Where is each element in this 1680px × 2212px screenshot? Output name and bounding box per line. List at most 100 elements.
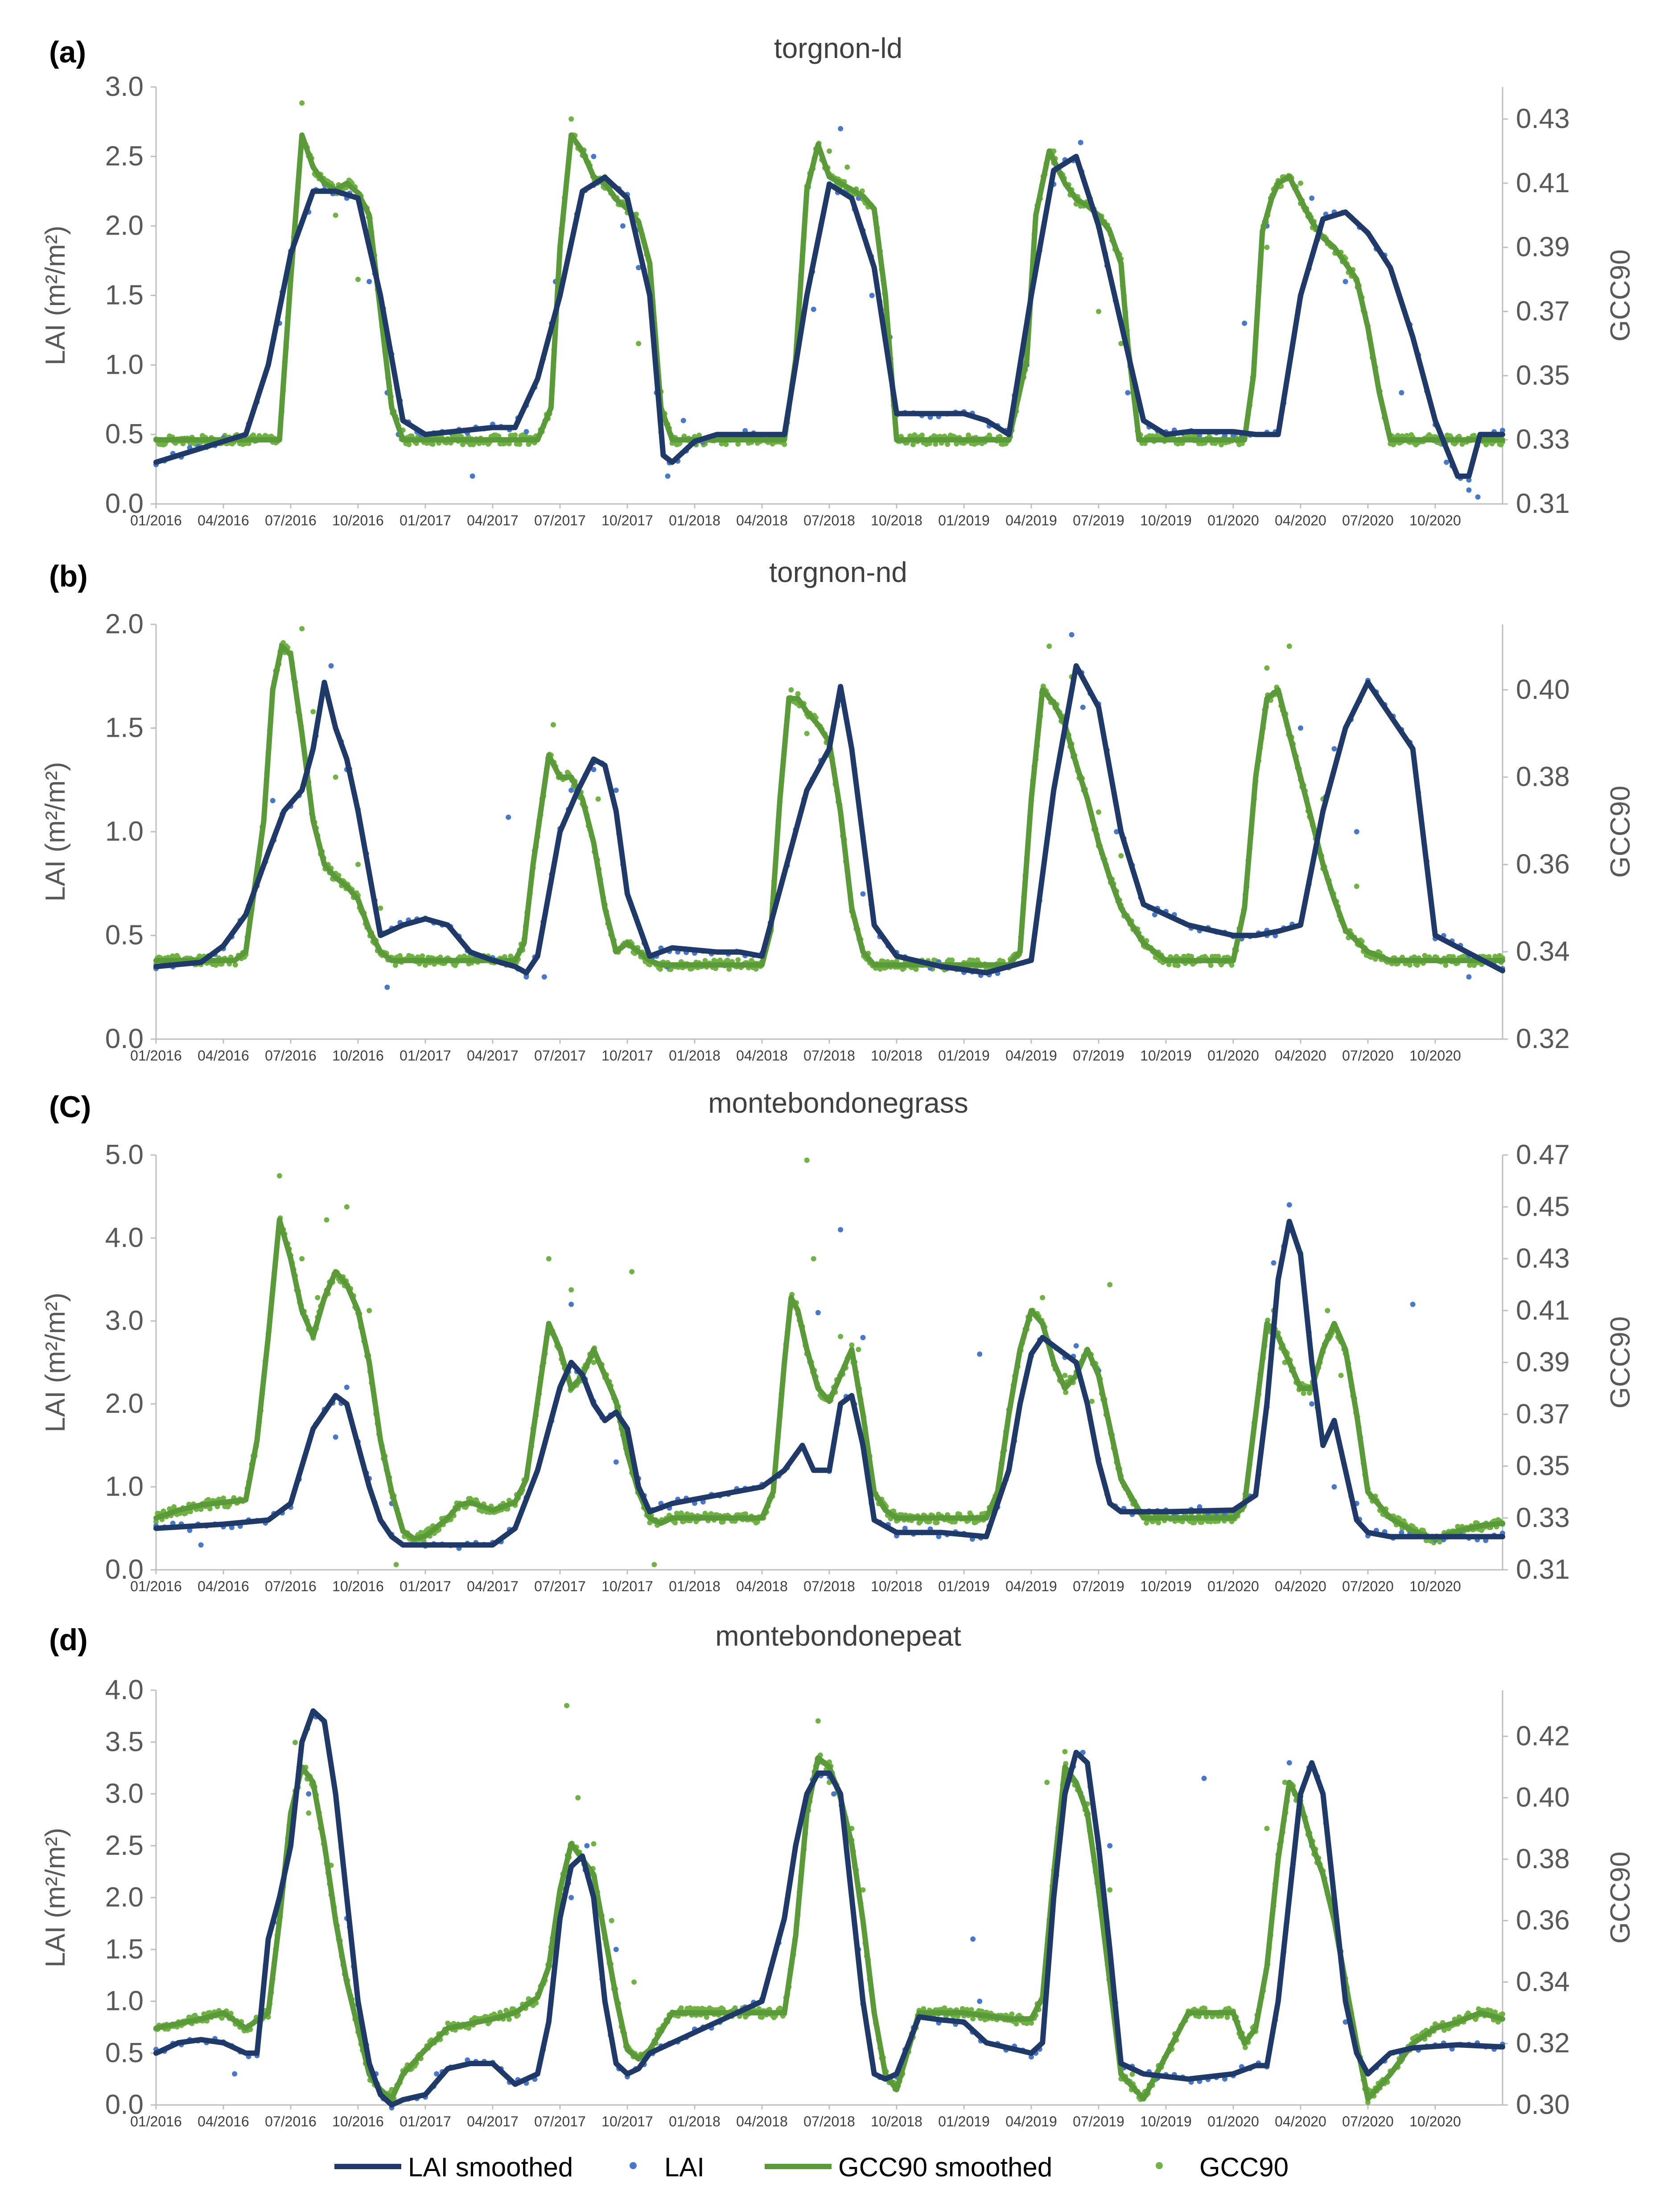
- panel-d-gcc90-point: [292, 1740, 298, 1746]
- panel-a-x-tick-label: 10/2018: [871, 512, 922, 528]
- panel-c-gcc90-point: [629, 1269, 635, 1275]
- panel-d-x-tick-label: 07/2020: [1342, 2113, 1394, 2129]
- panel-d-gcc90-point: [815, 1718, 821, 1724]
- panel-a-gcc90-point: [827, 148, 832, 154]
- panel-d-gcc90-point: [1044, 1779, 1050, 1785]
- panel-c-x-tick-label: 10/2020: [1409, 1578, 1461, 1594]
- panel-c-lai-point: [977, 1351, 983, 1357]
- panel-d-x-tick-label: 07/2018: [803, 2113, 855, 2129]
- panel-b-gcc90-point: [333, 774, 338, 780]
- panel-a-lai-point: [620, 223, 626, 229]
- panel-a-x-tick-label: 07/2016: [265, 512, 317, 528]
- panel-b-x-tick-label: 07/2018: [803, 1048, 855, 1064]
- panel-c-gcc90-point: [1089, 1399, 1095, 1404]
- panel-c-gcc90-point: [324, 1217, 329, 1223]
- panel-a-right-tick-label: 0.35: [1516, 360, 1570, 391]
- legend-gcc-swatch: [1156, 2162, 1163, 2169]
- panel-a-lai-point: [1125, 390, 1131, 396]
- panel-c-lai-point: [613, 1459, 619, 1465]
- panel-d-gcc90-point: [1282, 1779, 1288, 1785]
- panel-c-plot: 0.01.02.03.04.05.00.310.330.350.370.390.…: [40, 1139, 1636, 1594]
- panel-a-right-tick-label: 0.41: [1516, 168, 1570, 198]
- panel-a-gcc90-point: [517, 442, 523, 447]
- panel-d-lai-point: [584, 1843, 590, 1849]
- panel-d-x-tick-label: 04/2016: [198, 2113, 249, 2129]
- panel-d-x-tick-label: 10/2020: [1409, 2113, 1461, 2129]
- panel-c-gcc90-point: [1301, 1391, 1306, 1396]
- panel-b-lai-point: [270, 798, 276, 804]
- panel-d-gcc90-point: [1013, 2021, 1019, 2026]
- panel-b-right-tick-label: 0.40: [1516, 674, 1570, 705]
- panel-a-gcc90-point: [910, 442, 916, 447]
- panel-b-gcc90-point: [795, 691, 801, 697]
- panel-c-gcc90-point: [849, 1342, 855, 1348]
- panel-b-gcc90-point: [949, 957, 955, 963]
- panel-a-gcc90-smoothed-line: [153, 132, 1505, 443]
- panel-d-right-tick-label: 0.38: [1516, 1844, 1570, 1874]
- panel-a-gcc90-point: [735, 441, 741, 447]
- panel-c-gcc90-point: [315, 1295, 321, 1300]
- panel-b-gcc90-point: [310, 709, 316, 714]
- panel-c-gcc90-point: [672, 1520, 678, 1526]
- panel-b-lai-point: [860, 891, 866, 897]
- panel-c-gcc90-point: [1156, 1520, 1161, 1526]
- panel-b-x-tick-label: 10/2020: [1409, 1048, 1461, 1064]
- panel-b-gcc90-point: [1286, 643, 1292, 649]
- panel-b-lai-point: [1354, 829, 1359, 834]
- panel-a-left-tick-label: 2.0: [105, 210, 144, 241]
- panel-c-x-tick-label: 10/2017: [601, 1578, 653, 1594]
- panel-c-gcc90-point: [1325, 1308, 1330, 1313]
- panel-a-lai-point: [665, 473, 671, 479]
- panel-b-left-tick-label: 1.5: [105, 713, 144, 743]
- panel-a-gcc90-point: [333, 212, 338, 218]
- panel-a-plot: 0.00.51.01.52.02.53.00.310.330.350.370.3…: [40, 71, 1636, 528]
- panel-b-x-tick-label: 01/2019: [938, 1048, 990, 1064]
- panel-c-lai-point: [936, 1534, 942, 1539]
- panel-d-left-tick-label: 0.0: [105, 2089, 144, 2120]
- panel-d-gcc90-point: [631, 1979, 637, 1985]
- panel-c-gcc90-point: [153, 1519, 159, 1525]
- panel-d-x-tick-label: 10/2017: [601, 2113, 653, 2129]
- panel-b-lai-point: [613, 788, 619, 793]
- panel-b-x-tick-label: 04/2016: [198, 1048, 249, 1064]
- panel-d-gcc90-point: [1062, 1749, 1068, 1754]
- panel-a-gcc90-point: [1096, 309, 1101, 314]
- panel-b-gcc90-point: [1046, 643, 1052, 649]
- panel-d-x-tick-label: 01/2020: [1207, 2113, 1259, 2129]
- panel-c-right-tick-label: 0.31: [1516, 1554, 1570, 1585]
- panel-b-gcc90-point: [299, 626, 305, 631]
- panel-c-gcc90-point: [674, 1510, 679, 1516]
- panel-a-x-tick-label: 01/2019: [938, 512, 990, 528]
- panel-b-gcc90-point: [1175, 962, 1181, 968]
- panel-d-lai-point: [232, 2071, 238, 2077]
- panel-b-gcc90-point: [378, 905, 383, 911]
- panel-a-gcc90-point: [636, 341, 642, 347]
- panel-c-lai-point: [902, 1526, 908, 1531]
- panel-a-gcc90-point: [1118, 341, 1124, 347]
- panel-b-x-tick-label: 10/2017: [601, 1048, 653, 1064]
- legend-lai-swatch: [630, 2162, 637, 2169]
- panel-b-lai-point: [1466, 974, 1472, 980]
- panel-b-right-tick-label: 0.32: [1516, 1023, 1570, 1054]
- panel-a-left-tick-label: 1.0: [105, 349, 144, 380]
- panel-d-lai-point: [434, 2071, 440, 2077]
- panel-c-left-tick-label: 3.0: [105, 1305, 144, 1336]
- panel-c-gcc90-point: [276, 1173, 282, 1179]
- panel-a-left-tick-label: 3.0: [105, 71, 144, 102]
- panel-a-x-tick-label: 10/2017: [601, 512, 653, 528]
- panel-d-gcc90-point: [860, 1887, 866, 1893]
- panel-a-gcc90-point: [1395, 433, 1401, 438]
- panel-d-label: (d): [49, 1623, 88, 1657]
- panel-a-x-tick-label: 07/2018: [803, 512, 855, 528]
- panel-c-left-tick-label: 1.0: [105, 1471, 144, 1502]
- panel-a-gcc90-point: [723, 442, 729, 447]
- panel-b-lai-point: [506, 814, 511, 820]
- panel-b-lai-point: [541, 974, 547, 980]
- panel-d-left-tick-label: 4.0: [105, 1675, 144, 1705]
- panel-b-x-tick-label: 04/2018: [736, 1048, 788, 1064]
- panel-c-gcc90-point: [934, 1520, 940, 1526]
- panel-d-x-tick-label: 10/2016: [332, 2113, 384, 2129]
- panel-a-gcc90-point: [945, 442, 951, 447]
- panel-c-lai-point: [568, 1301, 574, 1307]
- panel-d-left-tick-label: 3.5: [105, 1726, 144, 1757]
